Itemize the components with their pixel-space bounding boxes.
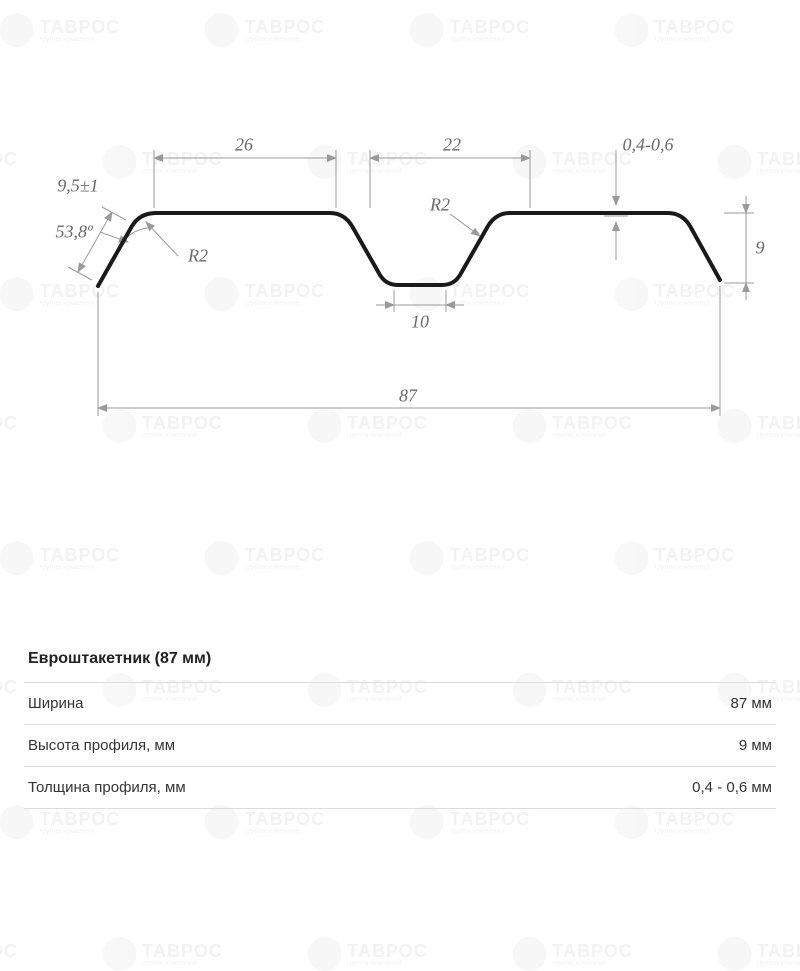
table-row: Высота профиля, мм 9 мм [24, 725, 776, 767]
dim-overall-width: 87 [399, 386, 417, 407]
dim-thickness: 0,4-0,6 [623, 135, 674, 156]
dim-top-right-flat: 22 [443, 135, 461, 156]
spec-value: 0,4 - 0,6 мм [515, 767, 776, 809]
table-row: Толщина профиля, мм 0,4 - 0,6 мм [24, 767, 776, 809]
spec-label: Толщина профиля, мм [24, 767, 515, 809]
dim-left-flange: 9,5±1 [57, 176, 98, 197]
callout-r-center: R2 [430, 195, 450, 216]
spec-value: 9 мм [515, 725, 776, 767]
dim-valley-width: 10 [411, 312, 429, 333]
spec-label: Высота профиля, мм [24, 725, 515, 767]
table-row: Ширина 87 мм [24, 683, 776, 725]
dim-left-angle: 53,8º [55, 222, 92, 243]
diagram-area: 87 26 22 0,4-0,6 9 10 9,5±1 53,8º R2 R2 [0, 0, 800, 540]
spec-table: Ширина 87 мм Высота профиля, мм 9 мм Тол… [24, 682, 776, 809]
spec-table-area: Евроштакетник (87 мм) Ширина 87 мм Высот… [24, 640, 776, 809]
table-title: Евроштакетник (87 мм) [24, 640, 776, 682]
dim-height-right: 9 [756, 238, 765, 259]
spec-label: Ширина [24, 683, 515, 725]
diagram-svg [0, 0, 800, 540]
spec-value: 87 мм [515, 683, 776, 725]
callout-r-left: R2 [188, 246, 208, 267]
dim-top-left-flat: 26 [235, 135, 253, 156]
